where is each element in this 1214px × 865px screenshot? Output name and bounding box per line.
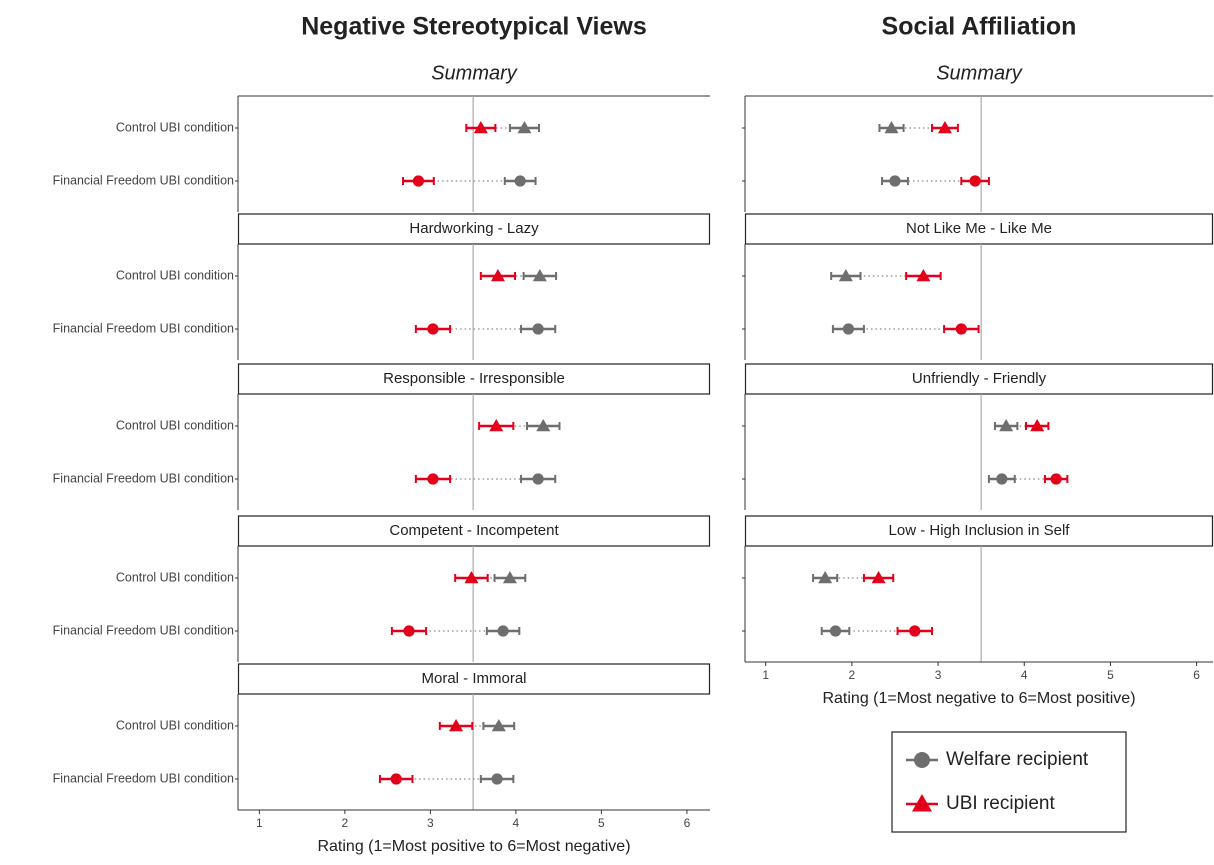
x-tick-label: 4 <box>513 816 520 830</box>
strip <box>237 663 711 695</box>
circle-marker <box>914 752 930 768</box>
circle-marker <box>497 625 509 637</box>
triangle-marker <box>912 794 932 812</box>
circle-marker <box>532 473 544 485</box>
facet-title: Moral - Immoral <box>421 670 526 687</box>
category-label: Control UBI condition <box>116 418 234 432</box>
triangle-marker <box>489 419 504 432</box>
triangle-marker <box>999 419 1014 432</box>
facet-title: Hardworking - Lazy <box>409 220 539 237</box>
strip <box>237 213 711 245</box>
x-tick-label: 2 <box>342 816 349 830</box>
circle-marker <box>909 625 921 637</box>
category-label: Control UBI condition <box>116 120 234 134</box>
x-tick-label: 3 <box>427 816 434 830</box>
x-axis-title: Rating (1=Most negative to 6=Most positi… <box>822 690 1135 707</box>
category-label: Financial Freedom UBI condition <box>53 771 234 785</box>
facet-title: Unfriendly - Friendly <box>912 370 1047 387</box>
facet-title: Summary <box>431 62 518 84</box>
x-axis-title: Rating (1=Most positive to 6=Most negati… <box>317 838 630 855</box>
triangle-marker <box>532 269 547 282</box>
triangle-marker <box>502 571 517 584</box>
circle-marker <box>996 473 1008 485</box>
triangle-marker <box>1030 419 1045 432</box>
circle-marker <box>427 473 439 485</box>
x-tick-label: 5 <box>1107 668 1114 682</box>
category-label: Financial Freedom UBI condition <box>53 173 234 187</box>
triangle-marker <box>473 121 488 134</box>
circle-marker <box>955 323 967 335</box>
legend-label: Welfare recipient <box>946 749 1089 770</box>
circle-marker <box>889 175 901 187</box>
triangle-marker <box>871 571 886 584</box>
facet-title: Competent - Incompetent <box>389 522 559 539</box>
category-label: Financial Freedom UBI condition <box>53 471 234 485</box>
strip <box>237 363 711 395</box>
legend-box <box>891 731 1127 833</box>
x-tick-label: 1 <box>256 816 263 830</box>
circle-marker <box>412 175 425 187</box>
facet-title: Low - High Inclusion in Self <box>889 522 1071 539</box>
facet-title: Responsible - Irresponsible <box>383 370 565 387</box>
triangle-marker <box>916 269 931 282</box>
circle-marker <box>1050 473 1062 485</box>
circle-marker <box>514 175 526 187</box>
strip <box>744 363 1214 395</box>
category-label: Control UBI condition <box>116 570 234 584</box>
x-tick-label: 6 <box>684 816 691 830</box>
category-label: Financial Freedom UBI condition <box>53 623 234 637</box>
chart-title: Negative Stereotypical Views <box>301 13 647 41</box>
strip <box>237 515 711 547</box>
legend-label: UBI recipient <box>946 793 1055 814</box>
triangle-marker <box>884 121 899 134</box>
category-label: Control UBI condition <box>116 718 234 732</box>
triangle-marker <box>818 571 833 584</box>
triangle-marker <box>937 121 952 134</box>
x-tick-label: 3 <box>935 668 942 682</box>
strip <box>744 515 1214 547</box>
strip <box>744 213 1214 245</box>
circle-marker <box>427 323 439 335</box>
triangle-marker <box>838 269 853 282</box>
triangle-marker <box>517 121 532 134</box>
x-tick-label: 5 <box>598 816 605 830</box>
facet-title: Not Like Me - Like Me <box>906 220 1052 237</box>
circle-marker <box>491 773 503 785</box>
circle-marker <box>390 773 402 785</box>
category-label: Control UBI condition <box>116 268 234 282</box>
facet-title: Summary <box>936 62 1023 84</box>
x-tick-label: 2 <box>849 668 856 682</box>
x-tick-label: 1 <box>762 668 769 682</box>
chart-title: Social Affiliation <box>882 13 1077 41</box>
category-label: Financial Freedom UBI condition <box>53 321 234 335</box>
triangle-marker <box>464 571 479 584</box>
circle-marker <box>532 323 544 335</box>
triangle-marker <box>491 719 506 732</box>
circle-marker <box>829 625 842 637</box>
triangle-marker <box>536 419 551 432</box>
x-tick-label: 4 <box>1021 668 1028 682</box>
circle-marker <box>403 625 415 637</box>
triangle-marker <box>490 269 505 282</box>
triangle-marker <box>449 719 464 732</box>
circle-marker <box>842 323 855 335</box>
circle-marker <box>969 175 981 187</box>
x-tick-label: 6 <box>1193 668 1200 682</box>
